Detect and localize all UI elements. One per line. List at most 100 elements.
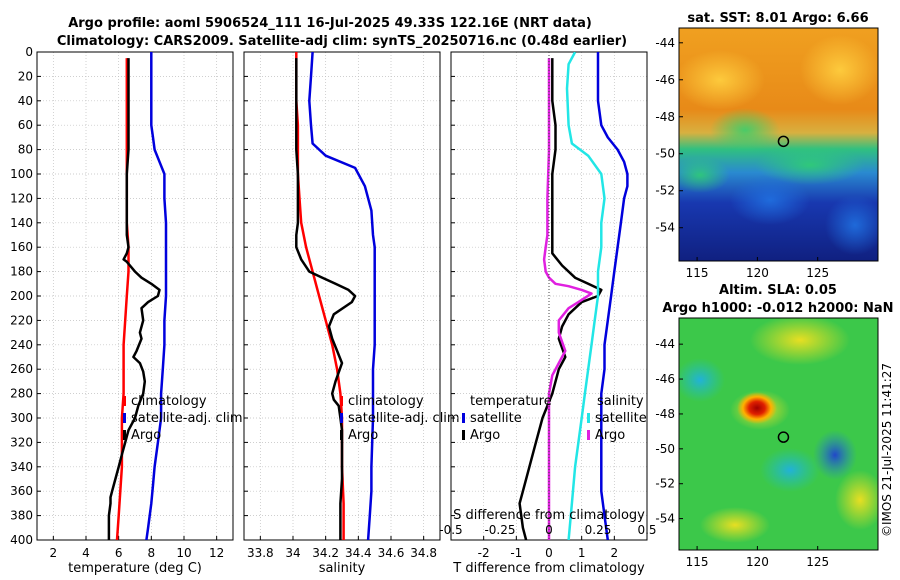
- x2-tick-label: 0.25: [585, 523, 612, 537]
- legend-swatch: [462, 413, 465, 423]
- y-tick-label: 400: [10, 533, 33, 547]
- legend-swatch: [462, 430, 465, 440]
- legend-swatch: [123, 430, 126, 440]
- y-tick-label: 360: [10, 484, 33, 498]
- map-y-tick-label: -44: [655, 36, 675, 50]
- legend-swatch: [587, 430, 590, 440]
- sla-low-patch: [679, 358, 725, 402]
- y-tick-label: 380: [10, 509, 33, 523]
- y-tick-label: 240: [10, 338, 33, 352]
- sst-cold-patch: [825, 195, 878, 255]
- sla-map-frame: [678, 317, 879, 551]
- map-y-tick-label: -54: [655, 512, 675, 526]
- legend-swatch: [123, 396, 126, 406]
- plot-frame: [36, 51, 234, 541]
- temperature-panel: 0 20 40 60 80 100 120 140 160 180 200 220 240 260 280 3…: [10, 45, 243, 576]
- map-x-tick-label: 115: [686, 266, 709, 280]
- y-tick-label: 200: [10, 289, 33, 303]
- sla-map: Altim. SLA: 0.05 Argo h1000: -0.012 h200…: [655, 283, 893, 569]
- sst-front-patch: [755, 145, 865, 185]
- x-axis-label: salinity: [319, 561, 366, 576]
- series-group: [518, 52, 629, 540]
- x-tick-label: 1: [578, 546, 586, 560]
- legend-label: satellite-adj. clim: [131, 411, 243, 426]
- sst-map-title: sat. SST: 8.01 Argo: 6.66: [687, 11, 868, 26]
- y-tick-label: 60: [18, 118, 33, 132]
- sla-map-title: Altim. SLA: 0.05: [719, 283, 837, 298]
- sla-high-patch: [700, 507, 770, 543]
- sst-cold-patch: [730, 175, 810, 225]
- figure-title-line2: Climatology: CARS2009. Satellite-adj cli…: [57, 34, 627, 49]
- y-tick-label: 20: [18, 69, 33, 83]
- legend-swatch: [340, 413, 343, 423]
- map-x-tick-label: 115: [686, 555, 709, 569]
- legend-label: Argo: [595, 428, 625, 443]
- series-line-satellite-adj--clim: [145, 52, 168, 540]
- legend-title: temperature: [470, 394, 552, 409]
- series-line-t-satellite: [596, 52, 629, 540]
- x2-tick-label: 0.5: [637, 523, 656, 537]
- x-axis-label: T difference from climatology: [452, 561, 645, 576]
- y-tick-label: 160: [10, 240, 33, 254]
- sla-high-patch: [835, 470, 878, 530]
- series-line-s-satellite: [565, 52, 606, 540]
- series-line-t-argo: [518, 58, 603, 540]
- sla-low-patch: [813, 430, 857, 480]
- map-y-tick-label: -48: [655, 407, 675, 421]
- figure-title-line1: Argo profile: aoml 5906524_111 16-Jul-20…: [68, 16, 592, 31]
- sst-warm-patch: [679, 50, 765, 110]
- map-y-tick-label: -48: [655, 110, 675, 124]
- y-tick-label: 80: [18, 143, 33, 157]
- legend-label: climatology: [348, 394, 424, 409]
- map-x-tick-label: 120: [746, 266, 769, 280]
- sla-low-patch: [760, 448, 820, 492]
- legend-label: satellite-adj. clim: [348, 411, 460, 426]
- x-tick-label: 2: [611, 546, 619, 560]
- legend-label: Argo: [470, 428, 500, 443]
- y-tick-label: 120: [10, 191, 33, 205]
- legend-swatch: [587, 413, 590, 423]
- map-y-tick-label: -44: [655, 337, 675, 351]
- sst-front-patch: [679, 157, 730, 193]
- map-y-tick-label: -46: [655, 372, 675, 386]
- x-tick-label: 34: [285, 546, 300, 560]
- x-tick-label: 2: [50, 546, 58, 560]
- y-tick-label: 0: [25, 45, 33, 59]
- sla-map-subtitle: Argo h1000: -0.012 h2000: NaN: [662, 301, 893, 316]
- difference-panel: -2 -1 0 1 2T difference from climatology temp…: [439, 51, 657, 576]
- y-tick-label: 140: [10, 216, 33, 230]
- sst-map: sat. SST: 8.01 Argo: 6.66 115 120 125 -44 -4…: [655, 11, 879, 280]
- legend-swatch: [340, 396, 343, 406]
- map-y-tick-label: -52: [655, 477, 675, 491]
- series-line-argo: [107, 58, 161, 540]
- series-line-argo: [295, 58, 357, 540]
- sla-high-patch: [750, 318, 850, 365]
- x-tick-label: 0: [545, 546, 553, 560]
- y-tick-label: 300: [10, 411, 33, 425]
- legend-label: Argo: [348, 428, 378, 443]
- y-tick-label: 320: [10, 435, 33, 449]
- legend-swatch: [340, 430, 343, 440]
- sst-warm-patch: [800, 35, 878, 105]
- map-y-tick-label: -52: [655, 184, 675, 198]
- x-tick-label: 10: [176, 546, 191, 560]
- map-y-tick-label: -50: [655, 147, 675, 161]
- legend-label: satellite: [470, 411, 522, 426]
- x-tick-label: 8: [148, 546, 156, 560]
- series-group: [295, 52, 376, 540]
- sla-peak-patch: [737, 392, 777, 424]
- imos-credit: ©IMOS 21-Jul-2025 11:41:27: [880, 363, 894, 537]
- x-tick-label: 34.4: [345, 546, 372, 560]
- legend-title: salinity: [597, 394, 644, 409]
- y-tick-label: 40: [18, 94, 33, 108]
- map-y-tick-label: -54: [655, 221, 675, 235]
- map-x-tick-label: 125: [806, 266, 829, 280]
- map-y-tick-label: -46: [655, 73, 675, 87]
- x-tick-label: -2: [478, 546, 490, 560]
- y-tick-label: 260: [10, 362, 33, 376]
- map-x-tick-label: 120: [746, 555, 769, 569]
- x2-tick-label: -0.25: [484, 523, 515, 537]
- y-tick-label: 340: [10, 460, 33, 474]
- sst-map-frame: [678, 27, 879, 262]
